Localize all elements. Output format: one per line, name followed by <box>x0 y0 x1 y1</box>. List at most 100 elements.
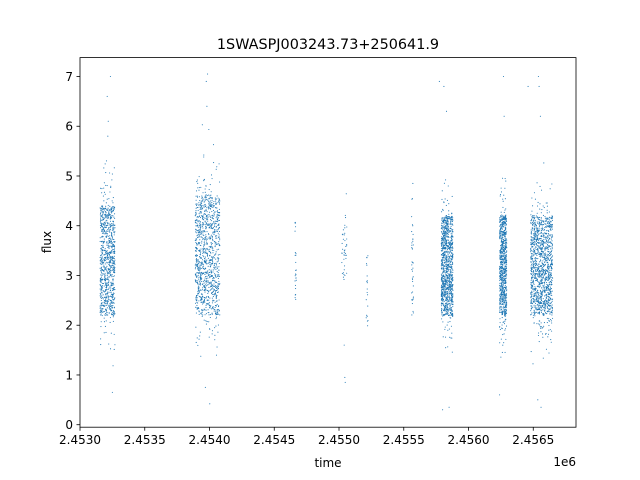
data-point <box>211 275 213 277</box>
data-point <box>502 344 504 346</box>
data-point <box>501 231 503 233</box>
data-point <box>503 268 505 271</box>
data-point <box>544 252 547 254</box>
data-point <box>502 250 504 252</box>
data-point <box>451 229 453 231</box>
data-point <box>452 217 454 219</box>
data-point <box>499 218 501 220</box>
data-point <box>533 230 535 232</box>
data-point <box>215 207 218 209</box>
data-point <box>208 283 210 285</box>
data-point <box>447 239 449 241</box>
data-point <box>500 293 502 295</box>
data-point <box>215 325 217 327</box>
data-point <box>442 300 444 302</box>
data-point <box>501 351 503 354</box>
data-point <box>500 245 502 247</box>
data-point <box>535 243 537 245</box>
data-point <box>443 265 445 267</box>
data-point <box>532 288 534 290</box>
data-point <box>196 295 198 297</box>
data-point <box>108 240 110 242</box>
data-point <box>205 224 207 226</box>
data-point <box>195 296 197 298</box>
data-point <box>203 234 205 237</box>
data-point <box>102 304 104 306</box>
data-point <box>448 210 450 212</box>
data-point <box>208 198 210 200</box>
data-point <box>412 262 414 264</box>
data-point <box>447 230 449 232</box>
data-point <box>442 284 444 286</box>
data-point <box>344 249 346 251</box>
data-point <box>102 269 104 271</box>
data-point <box>204 237 206 239</box>
data-point <box>452 224 454 226</box>
data-point <box>194 255 197 257</box>
data-point <box>208 271 210 274</box>
data-point <box>500 216 502 218</box>
data-point <box>500 211 502 213</box>
data-point <box>504 255 506 257</box>
data-point <box>505 281 507 283</box>
data-point <box>196 281 199 284</box>
data-point <box>540 212 542 214</box>
data-point <box>534 253 536 255</box>
data-point <box>104 283 107 285</box>
data-point <box>342 238 344 240</box>
data-point <box>534 315 536 317</box>
data-point <box>411 216 413 218</box>
data-point <box>209 274 211 276</box>
data-point <box>207 237 209 239</box>
data-point <box>106 221 108 224</box>
data-point <box>440 254 442 256</box>
data-point <box>201 262 204 264</box>
data-point <box>534 268 536 270</box>
data-point <box>107 291 109 293</box>
data-point <box>109 230 111 232</box>
data-point <box>545 238 547 240</box>
data-point <box>451 217 453 219</box>
data-point <box>197 216 199 218</box>
data-point <box>536 303 538 306</box>
data-point <box>202 252 205 254</box>
data-point <box>211 236 213 238</box>
data-point <box>503 271 505 273</box>
data-point <box>114 227 116 229</box>
data-point <box>543 241 545 244</box>
data-point <box>216 166 218 168</box>
data-point <box>203 179 205 181</box>
data-point <box>499 266 501 268</box>
data-point <box>199 217 202 219</box>
data-point <box>533 233 535 236</box>
data-point <box>446 311 448 313</box>
data-point <box>534 231 536 233</box>
data-point <box>411 224 414 226</box>
data-point <box>208 314 210 316</box>
data-point <box>217 232 219 234</box>
data-point <box>446 301 448 303</box>
data-point <box>102 294 104 296</box>
data-point <box>109 241 111 243</box>
data-point <box>441 307 443 310</box>
data-point <box>107 283 109 286</box>
data-point <box>114 224 116 226</box>
data-point <box>537 231 539 233</box>
data-point <box>444 243 446 245</box>
data-point <box>447 329 449 331</box>
data-point <box>202 234 204 236</box>
data-point <box>503 342 505 344</box>
data-point <box>500 252 502 254</box>
data-point <box>198 338 200 340</box>
data-point <box>446 324 448 326</box>
data-point <box>537 301 540 303</box>
data-point <box>215 297 217 300</box>
data-point <box>106 258 108 260</box>
data-point <box>195 297 197 299</box>
data-point <box>205 226 207 228</box>
data-point <box>203 239 206 241</box>
data-point <box>213 308 215 310</box>
data-point <box>544 258 546 260</box>
data-point <box>105 331 107 334</box>
data-point <box>102 208 104 210</box>
